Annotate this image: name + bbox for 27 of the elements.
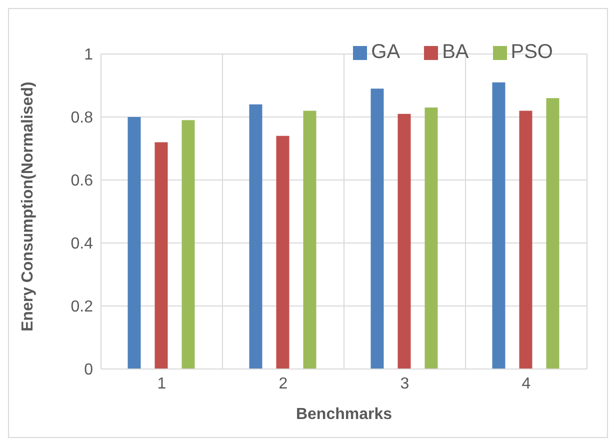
legend-label: PSO <box>510 41 553 63</box>
x-tick-label: 4 <box>522 375 531 392</box>
bar <box>398 114 411 369</box>
bar <box>519 110 532 369</box>
x-tick-label: 2 <box>278 375 288 392</box>
y-tick-label: 0 <box>84 362 94 379</box>
x-axis-title: Benchmarks <box>296 406 392 423</box>
y-tick-label: 1 <box>84 46 94 64</box>
bar <box>370 88 384 369</box>
bar <box>276 136 290 369</box>
bar <box>546 98 560 369</box>
x-tick-label: 3 <box>400 375 410 392</box>
bar <box>303 110 316 369</box>
bar <box>154 142 168 369</box>
bar <box>249 104 262 369</box>
legend-label: BA <box>442 41 469 63</box>
y-tick-label: 0.8 <box>70 110 94 127</box>
y-tick-label: 0.6 <box>70 172 94 190</box>
y-axis-title: Enery Consumption(Normalised) <box>20 82 37 332</box>
bar <box>424 108 438 369</box>
bar <box>128 117 141 369</box>
legend-label: GA <box>371 41 400 63</box>
bar <box>492 82 506 369</box>
bar <box>182 120 195 369</box>
x-tick-label: 1 <box>157 375 166 392</box>
y-tick-label: 0.4 <box>70 236 94 253</box>
y-tick-label: 0.2 <box>70 298 94 316</box>
